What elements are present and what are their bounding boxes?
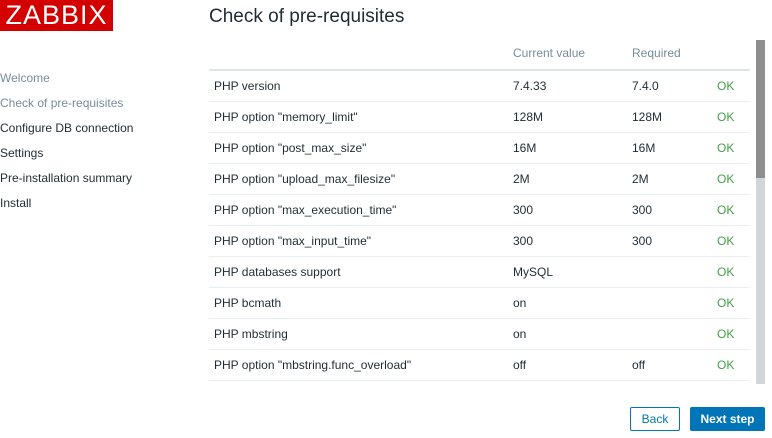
back-button[interactable]: Back	[630, 407, 680, 431]
prerequisites-table: Current value Required PHP version 7.4.33…	[209, 40, 750, 381]
table-row: PHP option "upload_max_filesize" 2M 2M OK	[209, 164, 750, 195]
sidebar-step: Check of pre-requisites	[0, 96, 124, 110]
cell-name: PHP version	[214, 79, 281, 93]
cell-status: OK	[717, 296, 735, 310]
table-row: PHP option "max_execution_time" 300 300 OK	[209, 195, 750, 226]
table-row: PHP option "post_max_size" 16M 16M OK	[209, 133, 750, 164]
table-row: PHP databases support MySQL OK	[209, 257, 750, 288]
sidebar-step: Settings	[0, 146, 44, 160]
cell-name: PHP option "upload_max_filesize"	[214, 172, 396, 186]
cell-required: 7.4.0	[632, 79, 659, 93]
cell-current-value: on	[513, 296, 527, 310]
cell-status: OK	[717, 141, 735, 155]
cell-required: off	[632, 358, 646, 372]
cell-current-value: 7.4.33	[513, 79, 547, 93]
cell-required: 2M	[632, 172, 649, 186]
cell-current-value: on	[513, 327, 527, 341]
cell-name: PHP option "mbstring.func_overload"	[214, 358, 412, 372]
cell-name: PHP mbstring	[214, 327, 288, 341]
cell-status: OK	[717, 358, 735, 372]
table-row: PHP version 7.4.33 7.4.0 OK	[209, 71, 750, 102]
zabbix-logo: ZABBIX	[0, 0, 113, 31]
cell-status: OK	[717, 265, 735, 279]
cell-current-value: 128M	[513, 110, 544, 124]
cell-current-value: 300	[513, 234, 534, 248]
cell-current-value: 300	[513, 203, 534, 217]
table-row: PHP option "mbstring.func_overload" off of…	[209, 350, 750, 381]
setup-steps: Welcome Check of pre-requisites Configure …	[0, 69, 133, 219]
table-row: PHP option "memory_limit" 128M 128M OK	[209, 102, 750, 133]
cell-name: PHP bcmath	[214, 296, 282, 310]
cell-required: 300	[632, 234, 653, 248]
cell-status: OK	[717, 203, 735, 217]
cell-status: OK	[717, 110, 735, 124]
cell-current-value: off	[513, 358, 527, 372]
cell-status: OK	[717, 234, 735, 248]
cell-name: PHP option "max_input_time"	[214, 234, 372, 248]
cell-current-value: 16M	[513, 141, 537, 155]
sidebar-step: Install	[0, 196, 32, 210]
page-title: Check of pre-requisites	[209, 6, 405, 27]
cell-status: OK	[717, 79, 735, 93]
sidebar-step: Welcome	[0, 71, 50, 85]
table-row: PHP bcmath on OK	[209, 288, 750, 319]
header-current-value: Current value	[513, 46, 586, 60]
cell-current-value: 2M	[513, 172, 530, 186]
cell-required: 300	[632, 203, 653, 217]
cell-status: OK	[717, 327, 735, 341]
cell-name: PHP option "max_execution_time"	[214, 203, 397, 217]
cell-current-value: MySQL	[513, 265, 554, 279]
sidebar-step: Configure DB connection	[0, 121, 134, 135]
table-header: Current value Required	[209, 40, 750, 71]
table-row: PHP option "max_input_time" 300 300 OK	[209, 226, 750, 257]
cell-name: PHP databases support	[214, 265, 341, 279]
cell-name: PHP option "memory_limit"	[214, 110, 358, 124]
scrollbar[interactable]	[756, 40, 765, 384]
scrollbar-thumb[interactable]	[756, 40, 765, 178]
sidebar-step: Pre-installation summary	[0, 171, 133, 185]
cell-required: 128M	[632, 110, 663, 124]
table-row: PHP mbstring on OK	[209, 319, 750, 350]
header-required: Required	[632, 46, 681, 60]
cell-name: PHP option "post_max_size"	[214, 141, 367, 155]
cell-status: OK	[717, 172, 735, 186]
cell-required: 16M	[632, 141, 656, 155]
next-step-button[interactable]: Next step	[690, 407, 765, 431]
